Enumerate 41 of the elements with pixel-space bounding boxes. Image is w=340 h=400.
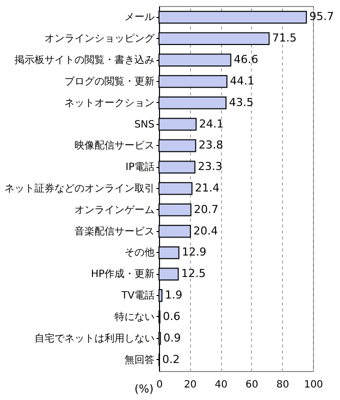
- data-label: 23.8: [198, 138, 224, 152]
- y-tick-label: その他: [124, 246, 154, 259]
- y-tick-label: 特にない: [114, 310, 154, 323]
- y-tick-label: 映像配信サービス: [74, 140, 154, 152]
- x-tick-label: 20: [184, 380, 197, 390]
- x-tick-label: 80: [276, 380, 290, 390]
- data-label: 23.3: [198, 160, 222, 174]
- x-tick-label: 100: [304, 380, 324, 390]
- x-tick-label: 60: [246, 380, 258, 390]
- y-tick-label: メール: [124, 12, 154, 24]
- data-label: 24.1: [199, 117, 224, 130]
- data-label: 0.6: [162, 310, 180, 323]
- x-tick-label: 0: [156, 380, 163, 390]
- data-label: 0.2: [162, 352, 180, 366]
- y-tick-label: 音楽配信サービス: [74, 225, 154, 238]
- y-tick-label: IP電話: [126, 161, 154, 174]
- data-label: 12.9: [182, 246, 206, 259]
- data-label: 95.7: [309, 10, 334, 24]
- data-label: 46.6: [234, 53, 258, 66]
- data-label: 1.9: [164, 288, 182, 302]
- data-label: 43.5: [228, 96, 254, 109]
- y-tick-label: ネットオークション: [64, 98, 154, 109]
- y-tick-label: 無回答: [124, 354, 154, 366]
- y-tick-label: TV電話: [120, 290, 154, 302]
- y-tick-label: オンラインゲーム: [74, 204, 154, 216]
- y-tick-label: オンラインショッピング: [44, 34, 156, 45]
- y-tick-label: 掲示板サイトの閲覧・書き込み: [14, 54, 154, 66]
- y-tick-label: 自宅でネットは利用しない: [34, 332, 154, 344]
- y-tick-label: ブログの閲覧・更新: [64, 75, 154, 88]
- data-label: 21.4: [194, 182, 220, 194]
- data-label: 12.5: [181, 267, 206, 280]
- data-label: 20.4: [193, 224, 218, 238]
- data-label: 71.5: [272, 32, 297, 45]
- data-label: 44.1: [230, 74, 254, 88]
- data-label: 0.9: [163, 331, 181, 344]
- x-axis-title: (%): [134, 382, 154, 396]
- y-tick-label: SNS: [134, 119, 154, 130]
- data-label: 20.7: [194, 202, 218, 216]
- x-tick-label: 40: [214, 380, 228, 390]
- y-tick-label: HP作成・更新: [90, 268, 154, 280]
- y-tick-label: ネット証券などのオンライン取引: [4, 182, 154, 194]
